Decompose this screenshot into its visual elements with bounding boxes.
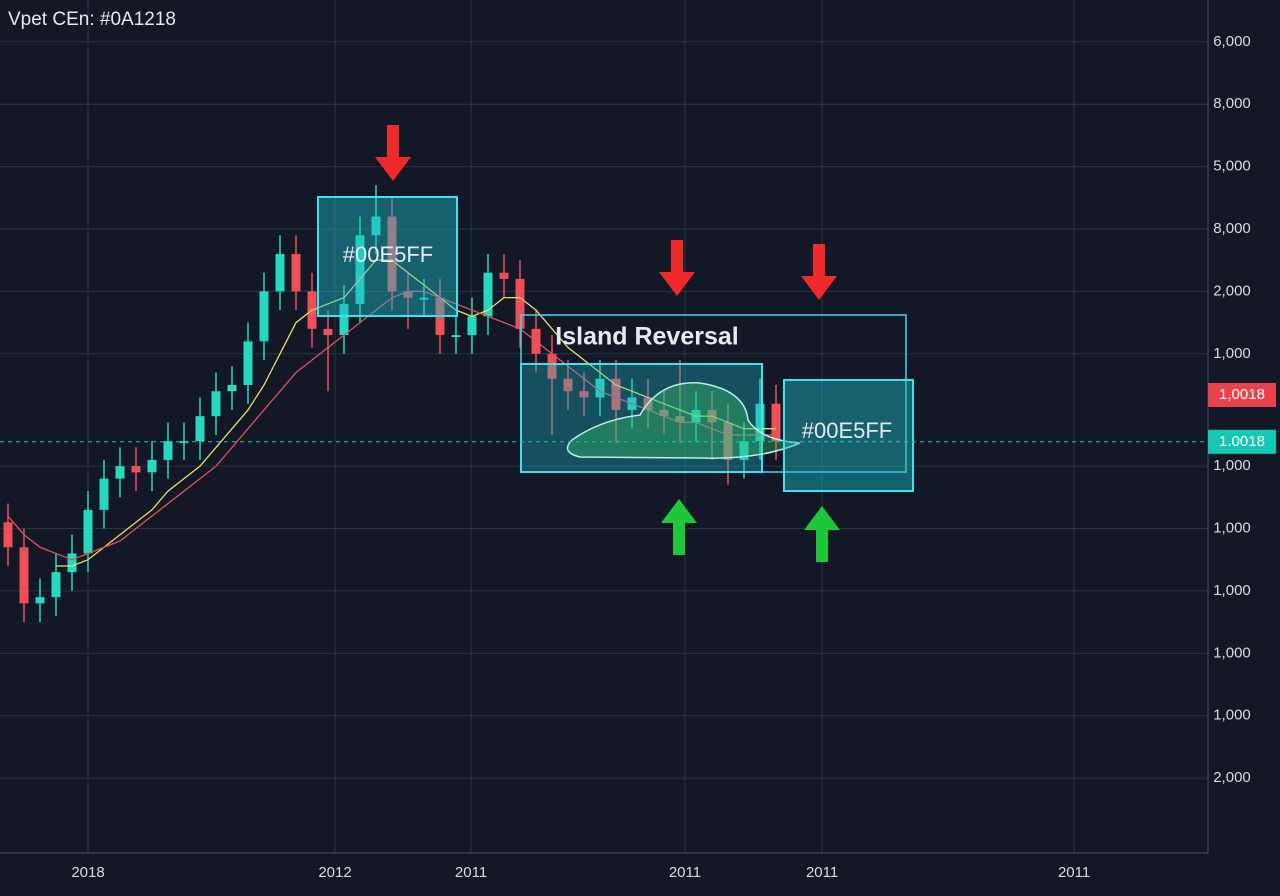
up-arrow bbox=[804, 506, 840, 562]
island-box bbox=[520, 363, 763, 473]
x-tick-label: 2011 bbox=[806, 864, 838, 881]
y-tick-label: 8,000 bbox=[1213, 220, 1251, 237]
candle-body bbox=[195, 416, 205, 442]
box-label: #00E5FF bbox=[802, 418, 893, 443]
down-arrow bbox=[801, 244, 837, 300]
x-tick-label: 2011 bbox=[669, 864, 701, 881]
price-tag-label: 1.0018 bbox=[1219, 433, 1265, 450]
moving-average bbox=[56, 259, 776, 567]
candle-body bbox=[499, 272, 509, 279]
candle-body bbox=[451, 335, 461, 338]
candle-body bbox=[35, 597, 45, 604]
candle-body bbox=[163, 441, 173, 460]
down-arrow bbox=[659, 240, 695, 296]
moving-average bbox=[7, 290, 776, 561]
candle-body bbox=[355, 235, 365, 304]
candle-body bbox=[739, 441, 749, 460]
candle-body bbox=[563, 378, 573, 392]
candle-body bbox=[659, 409, 669, 417]
candle-body bbox=[515, 278, 525, 329]
up-arrow bbox=[661, 499, 697, 555]
candle-body bbox=[323, 328, 333, 336]
candle-body bbox=[115, 466, 125, 479]
island-shape bbox=[566, 382, 801, 459]
candle-body bbox=[51, 572, 61, 598]
candle-body bbox=[83, 509, 93, 554]
candle-body bbox=[243, 341, 253, 386]
candle-body bbox=[771, 403, 781, 442]
candle-body bbox=[483, 272, 493, 317]
x-tick-label: 2012 bbox=[318, 864, 351, 881]
y-tick-label: 1,000 bbox=[1213, 519, 1251, 536]
candle-body bbox=[291, 253, 301, 292]
y-tick-label: 2,000 bbox=[1213, 282, 1251, 299]
candle-body bbox=[211, 391, 221, 417]
y-tick-label: 1,000 bbox=[1213, 644, 1251, 661]
grid bbox=[0, 0, 1208, 853]
candle-body bbox=[339, 303, 349, 336]
y-tick-label: 1,000 bbox=[1213, 457, 1251, 474]
candle-body bbox=[3, 522, 13, 548]
y-tick-label: 2,000 bbox=[1213, 769, 1251, 786]
y-tick-label: 8,000 bbox=[1213, 95, 1251, 112]
candle-body bbox=[595, 378, 605, 398]
candle-body bbox=[259, 291, 269, 342]
annotation-title: Island Reversal bbox=[555, 323, 738, 351]
y-tick-label: 1,000 bbox=[1213, 345, 1251, 362]
candle-body bbox=[611, 378, 621, 410]
candle-body bbox=[419, 297, 429, 300]
candle-body bbox=[227, 385, 237, 392]
up-arrows bbox=[661, 499, 840, 562]
candle-body bbox=[99, 478, 109, 510]
candle-body bbox=[19, 547, 29, 604]
candle-body bbox=[371, 216, 381, 236]
box-label: #00E5FF bbox=[343, 242, 434, 267]
candle-body bbox=[147, 459, 157, 473]
candle-body bbox=[755, 403, 765, 442]
highlight-box bbox=[783, 379, 914, 492]
price-tag bbox=[1208, 382, 1276, 407]
candle-body bbox=[723, 422, 733, 460]
x-tick-label: 2018 bbox=[71, 864, 104, 881]
y-tick-label: 6,000 bbox=[1213, 33, 1251, 50]
y-tick-label: 1,000 bbox=[1213, 707, 1251, 724]
candle-body bbox=[579, 391, 589, 398]
y-tick-label: 1,000 bbox=[1213, 582, 1251, 599]
candle-body bbox=[131, 466, 141, 473]
chart-title: Vpet CEn: #0A1218 bbox=[8, 9, 176, 30]
candle-body bbox=[403, 291, 413, 298]
highlight-box bbox=[317, 196, 458, 317]
price-tag bbox=[1208, 429, 1276, 454]
candle-body bbox=[387, 216, 397, 292]
x-tick-label: 2011 bbox=[1058, 864, 1090, 881]
down-arrows bbox=[375, 125, 837, 300]
price-tag-label: 1,0018 bbox=[1219, 386, 1265, 403]
candle-body bbox=[67, 553, 77, 573]
candle-body bbox=[275, 253, 285, 292]
candle-body bbox=[547, 353, 557, 379]
candle-body bbox=[675, 416, 685, 423]
annotations: #00E5FF Island Reversal #00E5FF bbox=[317, 125, 914, 562]
y-tick-label: 5,000 bbox=[1213, 158, 1251, 175]
x-tick-label: 2011 bbox=[455, 864, 487, 881]
candle-body bbox=[467, 316, 477, 336]
down-arrow bbox=[375, 125, 411, 181]
